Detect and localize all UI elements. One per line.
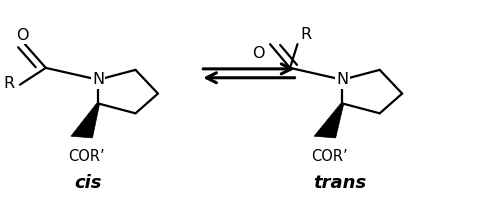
Polygon shape [314, 103, 344, 138]
Text: O: O [16, 28, 28, 43]
Text: N: N [92, 72, 104, 87]
Text: N: N [336, 72, 348, 87]
Text: cis: cis [74, 174, 102, 192]
Polygon shape [71, 103, 100, 138]
Text: trans: trans [313, 174, 366, 192]
Text: COR’: COR’ [312, 149, 348, 164]
Text: O: O [252, 46, 265, 61]
Text: COR’: COR’ [68, 149, 105, 164]
Text: R: R [300, 27, 311, 42]
Text: R: R [4, 76, 15, 91]
